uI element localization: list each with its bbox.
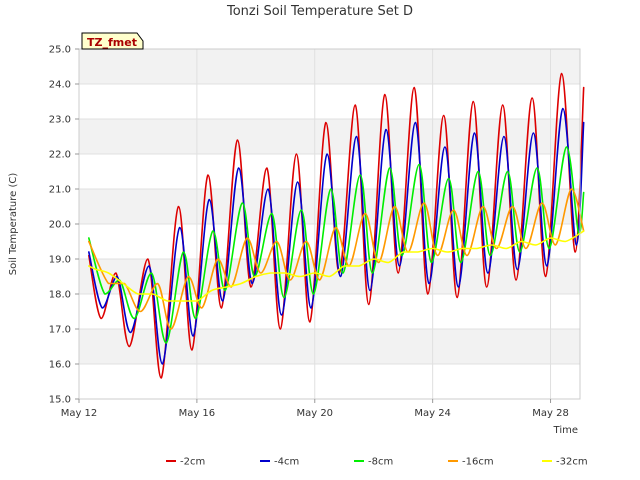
y-tick-label: 18.0 [49,290,71,301]
y-tick-label: 24.0 [49,80,71,91]
y-tick-label: 20.0 [49,220,71,231]
series-line-4cmcm-depth [88,107,585,365]
series-line-2cmcm-depth [88,72,585,379]
series-line-16cmcm-depth [88,188,585,330]
x-tick-label: May 16 [179,408,216,419]
legend-label: -4cm [274,457,299,468]
y-axis-ticks: 15.0 16.0 17.0 18.0 19.0 20.0 21.0 22.0 23.0 24.0… [49,45,79,406]
x-tick-label: May 28 [532,408,569,419]
series-line-32cmcm-depth [88,230,585,302]
legend-label: -16cm [462,457,494,468]
x-tick-label: May 24 [414,408,451,419]
y-tick-label: 17.0 [49,325,71,336]
series-layer [88,72,585,379]
y-axis-label: Soil Temperature (C) [8,173,19,276]
plot-band [79,329,580,364]
legend: -2cm -4cm -8cm -16cm -32cm [166,457,588,468]
x-tick-label: May 12 [61,408,98,419]
legend-label: -8cm [368,457,393,468]
y-tick-label: 19.0 [49,255,71,266]
x-axis-label: Time [553,425,578,436]
y-tick-label: 15.0 [49,395,71,406]
legend-label: -32cm [556,457,588,468]
x-axis-ticks: May 12 May 16 May 20 May 24 May 28 [61,399,569,419]
y-tick-label: 21.0 [49,185,71,196]
plot-band [79,49,580,84]
y-tick-label: 25.0 [49,45,71,56]
y-tick-label: 16.0 [49,360,71,371]
annotation-text: TZ_fmet [87,36,137,49]
x-tick-label: May 20 [296,408,333,419]
annotation-box-shape [81,32,144,50]
series-line-8cmcm-depth [88,146,585,344]
chart-title: Tonzi Soil Temperature Set D [226,4,413,19]
y-tick-label: 22.0 [49,150,71,161]
annotation-box: TZ_fmet [81,32,144,50]
legend-label: -2cm [180,457,205,468]
y-tick-label: 23.0 [49,115,71,126]
